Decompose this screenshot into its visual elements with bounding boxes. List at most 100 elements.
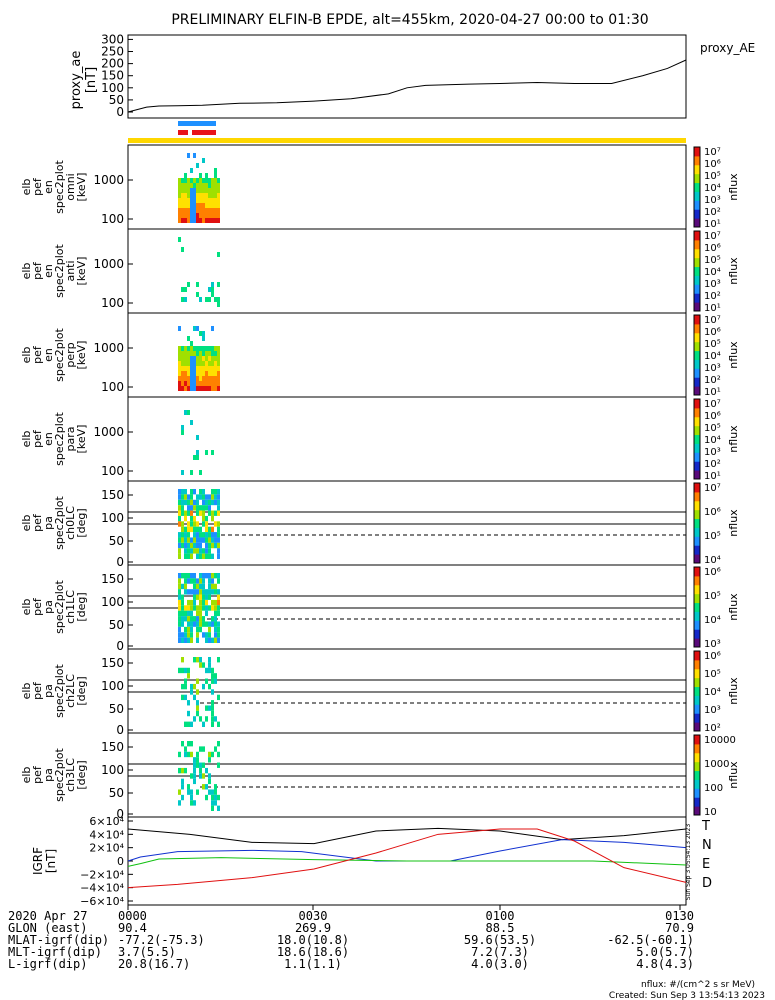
spectrogram-cell [205, 499, 208, 506]
spectrogram-cell [184, 510, 187, 516]
y-axis-label-4: ch2LC [64, 674, 77, 708]
spectrogram-cell [190, 193, 193, 198]
colorbar-tick-label: 10⁴ [704, 267, 721, 278]
colorbar-tick-label: 10² [704, 459, 721, 470]
spectrogram-cell [214, 510, 217, 516]
spectrogram-cell [190, 721, 193, 727]
colorbar-segment [694, 434, 700, 444]
spectrogram-cell [211, 489, 214, 495]
y-axis-label-0: elb [20, 683, 33, 700]
y-tick-label: 100 [101, 464, 124, 478]
colorbar-tick-label: 10⁵ [704, 339, 721, 350]
spectrogram-cell [184, 386, 187, 391]
spectrogram-cell [211, 510, 214, 516]
colorbar-segment [694, 483, 700, 493]
spectrogram-cell [184, 578, 187, 584]
spectrogram-cell [205, 208, 208, 213]
spectrogram-cell [214, 489, 217, 495]
colorbar-segment [694, 704, 700, 714]
spectrogram-cell [214, 361, 217, 366]
spectrogram-cell [190, 218, 193, 223]
spectrogram-cell [217, 188, 220, 193]
spectrogram-cell [211, 203, 214, 208]
y-tick-label: 4×10⁴ [89, 828, 124, 841]
spectrogram-cell [214, 183, 217, 188]
spectrogram-cell [208, 208, 211, 213]
colorbar-segment [694, 536, 700, 546]
spectrogram-cell [211, 218, 214, 223]
spectrogram-cell [202, 762, 205, 768]
spectrogram-cell [184, 616, 187, 622]
spectrogram-panel-1: 1000100elbpefenspec2plotomni[keV]10⁷10⁶1… [20, 144, 740, 230]
spectrogram-cell [199, 599, 202, 606]
spectrogram-cell [178, 553, 181, 559]
colorbar-tick-label: 10⁵ [704, 423, 721, 434]
spectrogram-cell [193, 599, 196, 606]
colorbar-tick-label: 10¹ [704, 219, 721, 230]
spectrogram-cell [208, 366, 211, 371]
spectrogram-cell [211, 716, 214, 722]
spectrogram-cell [199, 657, 202, 663]
spectrogram-cell [187, 610, 190, 617]
colorbar-tick-label: 10³ [704, 195, 721, 206]
spectrogram-cell [211, 700, 214, 706]
spectrogram-cell [199, 470, 202, 475]
colorbar-label: nflux [727, 341, 740, 369]
y-axis-label-1: pef [31, 261, 44, 280]
spectrogram-cell [214, 218, 217, 223]
spectrogram-cell [214, 673, 217, 679]
spectrogram-cell [193, 188, 196, 193]
spectrogram-cell [211, 673, 214, 679]
spectrogram-cell [190, 578, 193, 584]
spectrogram-cell [211, 198, 214, 203]
colorbar-segment [694, 743, 700, 754]
colorbar-segment [694, 593, 700, 604]
spectrogram-cell [184, 198, 187, 203]
spectrogram-cell [214, 351, 217, 356]
spectrogram-cell [187, 599, 190, 606]
spectrogram-cell [178, 203, 181, 208]
spectrogram-cell [211, 356, 214, 361]
spectrogram-cell [199, 505, 202, 511]
colorbar-segment [694, 231, 700, 241]
spectrogram-cell [181, 637, 184, 643]
spectrogram-cell [190, 381, 193, 386]
spectrogram-cell [202, 178, 205, 183]
spectrogram-cell [181, 188, 184, 193]
spectrogram-cell [184, 751, 187, 758]
spectrogram-cell [178, 346, 181, 351]
mlat-value: 59.6(53.5) [464, 933, 536, 947]
spectrogram-cell [187, 381, 190, 386]
y-axis-label-5: [keV] [75, 425, 88, 454]
spectrogram-cell [181, 213, 184, 218]
spectrogram-cell [190, 510, 193, 516]
colorbar-frame [693, 314, 701, 396]
spectrogram-cell [196, 621, 199, 627]
spectrogram-cell [190, 346, 193, 351]
y-tick-label: 0 [116, 555, 124, 569]
spectrogram-cell [211, 678, 214, 684]
spectrogram-cell [193, 193, 196, 198]
glon-value: 88.5 [486, 921, 515, 935]
spectrogram-cell [178, 178, 181, 183]
fgm-bar [128, 138, 686, 143]
spectrogram-cell [184, 297, 187, 302]
spectrogram-cell [196, 198, 199, 203]
spectrogram-cell [178, 386, 181, 391]
spectrogram-cell [205, 505, 208, 511]
spectrogram-cell [193, 203, 196, 208]
colorbar-tick-label: 10⁴ [704, 351, 721, 362]
colorbar-tick-label: 10⁶ [704, 411, 721, 422]
spectrogram-cell [190, 168, 193, 173]
spectrogram-cell [190, 489, 193, 495]
spectrogram-cell [205, 183, 208, 188]
spectrogram-cell [211, 183, 214, 188]
panel-frame [127, 228, 687, 314]
spectrogram-cell [196, 346, 199, 351]
spectrogram-cell [199, 489, 202, 495]
spectrogram-cell [193, 208, 196, 213]
spectrogram-cell [202, 532, 205, 538]
spectrogram-cells [178, 489, 220, 559]
y-tick-label: 50 [109, 702, 124, 716]
